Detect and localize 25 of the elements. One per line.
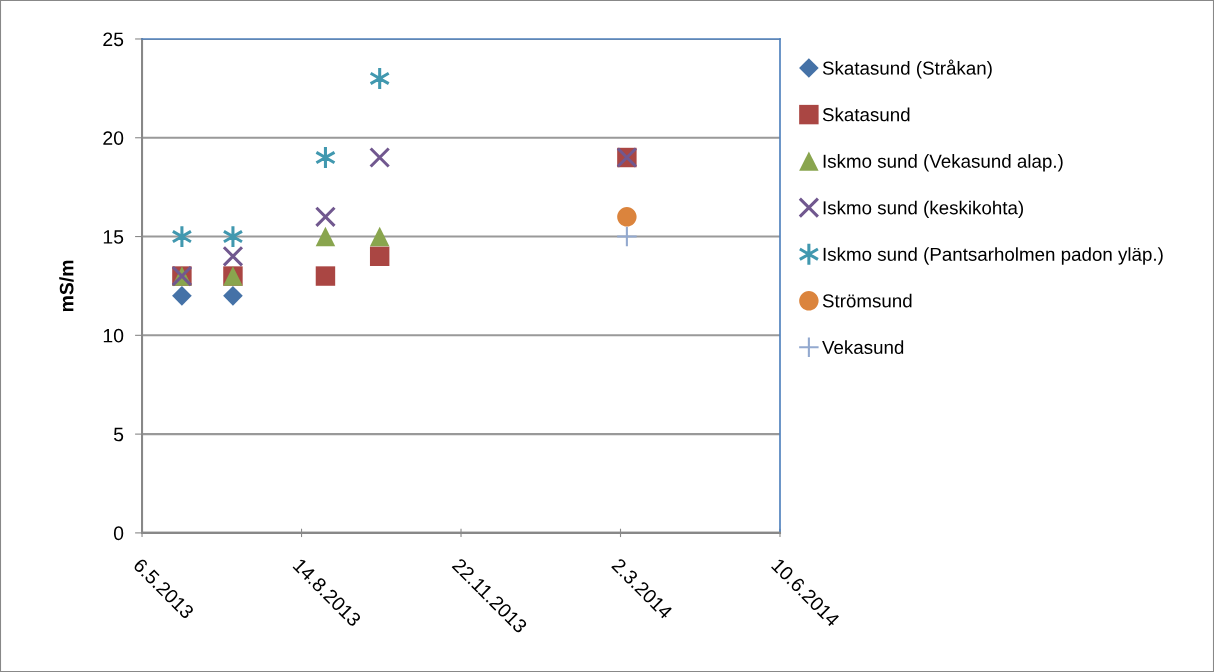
legend-label: Iskmo sund (Vekasund alap.) xyxy=(823,154,1063,172)
y-tick-label: 10 xyxy=(103,328,124,343)
point xyxy=(172,285,192,306)
y-tick-label: 5 xyxy=(113,427,124,442)
point xyxy=(222,245,244,267)
point xyxy=(223,285,243,306)
legend-label: Strömsund xyxy=(822,293,912,308)
legend-label: Iskmo sund (keskikohta) xyxy=(823,200,1023,219)
point xyxy=(369,146,391,169)
y-tick-label: 15 xyxy=(103,230,124,244)
legend-label: Skatasund xyxy=(822,107,910,122)
legend-label: Vekasund xyxy=(822,340,904,355)
y-tick-label: 25 xyxy=(103,32,124,47)
point xyxy=(617,207,637,227)
y-tick-label: 20 xyxy=(103,131,124,145)
point xyxy=(315,226,336,247)
legend-label: Iskmo sund (Pantsarholmen padon yläp.) xyxy=(823,247,1163,265)
y-tick-label: 0 xyxy=(113,526,124,541)
point xyxy=(315,266,336,286)
y-axis-title: mS/m xyxy=(59,260,74,312)
point xyxy=(369,226,390,247)
point xyxy=(314,206,337,228)
legend-label: Skatasund (Stråkan) xyxy=(822,59,992,79)
point xyxy=(616,225,638,248)
point xyxy=(369,246,390,267)
